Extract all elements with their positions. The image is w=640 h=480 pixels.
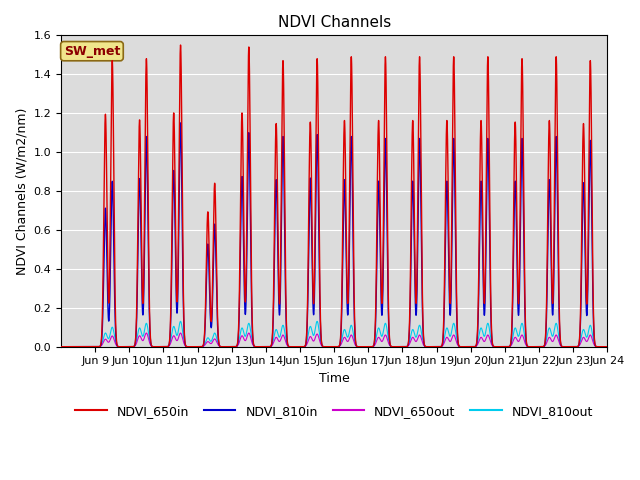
NDVI_650out — [408, 336, 415, 341]
NDVI_650out — [316, 337, 323, 343]
Y-axis label: NDVI Channels (W/m2/nm): NDVI Channels (W/m2/nm) — [15, 108, 28, 275]
NDVI_650in — [177, 42, 184, 48]
NDVI_810in — [57, 344, 65, 349]
NDVI_810out — [408, 328, 415, 334]
NDVI_810out — [193, 344, 201, 349]
NDVI_810in — [177, 120, 184, 126]
NDVI_810out — [316, 331, 323, 336]
NDVI_810out — [57, 344, 65, 349]
NDVI_650in — [57, 344, 65, 349]
NDVI_650in — [193, 344, 201, 349]
NDVI_650in — [316, 253, 323, 259]
NDVI_810in — [449, 211, 456, 216]
X-axis label: Time: Time — [319, 372, 349, 385]
NDVI_650in — [408, 158, 415, 164]
NDVI_810in — [388, 344, 396, 349]
NDVI_650in — [449, 158, 456, 164]
Text: SW_met: SW_met — [64, 45, 120, 58]
NDVI_650in — [568, 344, 576, 349]
Line: NDVI_650out: NDVI_650out — [61, 333, 607, 347]
Line: NDVI_650in: NDVI_650in — [61, 45, 607, 347]
NDVI_650out — [57, 344, 65, 349]
NDVI_810out — [388, 344, 396, 349]
NDVI_810in — [568, 344, 576, 349]
NDVI_810out — [449, 325, 456, 331]
NDVI_650out — [604, 344, 611, 349]
NDVI_810in — [604, 344, 611, 349]
NDVI_810in — [316, 277, 323, 283]
Line: NDVI_810in: NDVI_810in — [61, 123, 607, 347]
NDVI_810in — [408, 208, 415, 214]
Line: NDVI_810out: NDVI_810out — [61, 321, 607, 347]
NDVI_650out — [388, 344, 396, 349]
NDVI_810out — [568, 344, 576, 349]
NDVI_810out — [177, 318, 184, 324]
NDVI_650in — [604, 344, 611, 349]
NDVI_650out — [177, 330, 184, 336]
NDVI_650in — [388, 344, 396, 349]
NDVI_810out — [604, 344, 611, 349]
NDVI_650out — [568, 344, 576, 349]
NDVI_650out — [193, 344, 201, 349]
NDVI_650out — [449, 335, 456, 340]
Title: NDVI Channels: NDVI Channels — [278, 15, 391, 30]
Legend: NDVI_650in, NDVI_810in, NDVI_650out, NDVI_810out: NDVI_650in, NDVI_810in, NDVI_650out, NDV… — [70, 400, 598, 423]
NDVI_810in — [193, 344, 201, 349]
